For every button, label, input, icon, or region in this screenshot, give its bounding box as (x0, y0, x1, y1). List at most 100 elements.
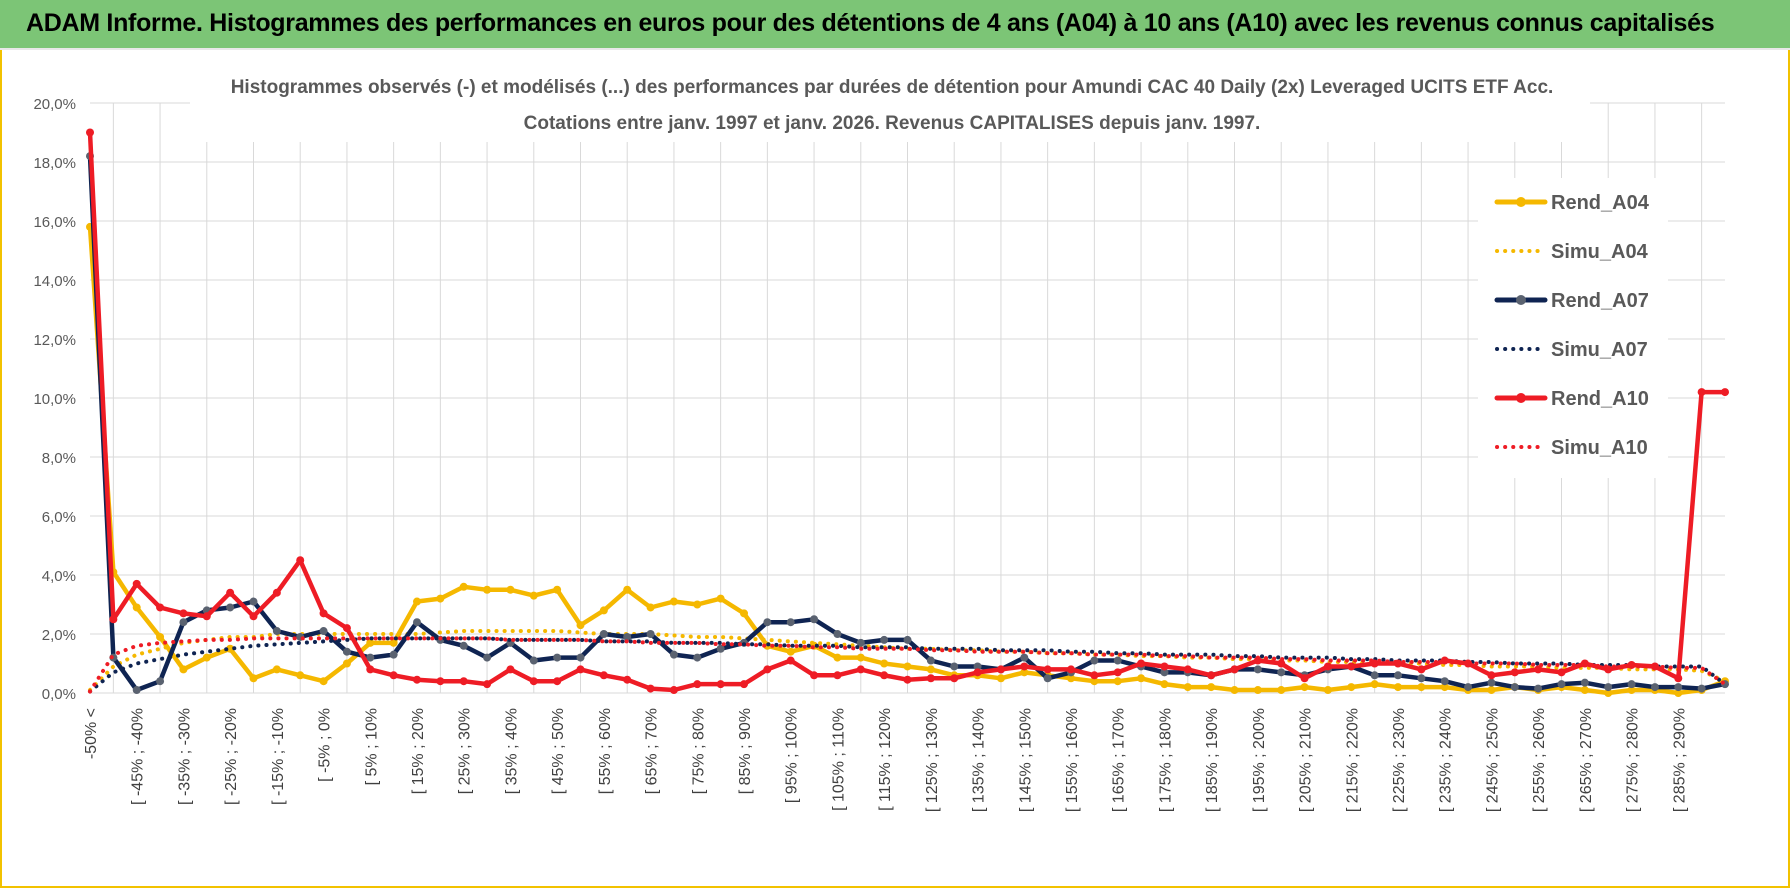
x-tick-label: [ -25% ; -20% (223, 708, 240, 805)
data-point (366, 638, 375, 647)
data-point (1253, 665, 1262, 674)
y-tick-label: 2,0% (42, 627, 76, 644)
data-point (1067, 674, 1075, 683)
x-tick-label: [ 185% ; 190% (1204, 708, 1221, 812)
x-tick-label: [ 165% ; 170% (1111, 708, 1128, 812)
legend-label: Simu_A10 (1551, 437, 1648, 459)
data-point (856, 665, 865, 674)
data-point (903, 662, 912, 671)
data-point (669, 686, 678, 695)
data-point (179, 665, 188, 674)
data-point (1580, 686, 1589, 695)
x-tick-label: [ 275% ; 280% (1625, 708, 1642, 812)
data-point (1137, 674, 1146, 683)
data-point (716, 644, 725, 653)
data-point (249, 597, 258, 606)
data-point (1487, 678, 1496, 687)
data-point (1113, 677, 1122, 686)
data-point (389, 671, 398, 680)
data-point (716, 594, 725, 603)
data-point (903, 675, 912, 684)
data-point (1207, 671, 1216, 680)
data-point (226, 588, 235, 597)
x-tick-label: -50% < (83, 708, 100, 759)
data-point (86, 128, 94, 137)
data-point (1417, 683, 1426, 692)
data-point (459, 677, 468, 686)
x-tick-label: [ 55% ; 60% (597, 708, 614, 794)
data-point (272, 665, 281, 674)
data-point (1277, 659, 1286, 668)
data-point (1557, 668, 1566, 677)
x-tick-label: [ 85% ; 90% (737, 708, 754, 794)
x-tick-label: [ 225% ; 230% (1391, 708, 1408, 812)
x-tick-label: [ 255% ; 260% (1531, 708, 1548, 812)
page-title: ADAM Informe. Histogrammes des performan… (26, 9, 1715, 37)
data-point (553, 677, 562, 686)
x-tick-label: [ 265% ; 270% (1578, 708, 1595, 812)
data-point (459, 641, 468, 650)
data-point (810, 615, 819, 624)
x-tick-label: [ 235% ; 240% (1438, 708, 1455, 812)
data-point (1394, 683, 1402, 692)
data-point (1627, 680, 1636, 689)
x-tick-label: [ 35% ; 40% (503, 708, 520, 794)
legend-label: Simu_A04 (1551, 241, 1649, 263)
x-tick-label: [ 155% ; 160% (1064, 708, 1081, 812)
data-point (1697, 388, 1706, 397)
data-point (1534, 684, 1543, 693)
data-point (856, 653, 865, 662)
data-point (623, 675, 632, 684)
data-point (1370, 680, 1379, 689)
data-point (413, 597, 421, 606)
data-point (1604, 689, 1613, 697)
data-point (179, 618, 188, 627)
series-group (86, 128, 1729, 697)
data-point (436, 594, 445, 603)
data-point (1510, 683, 1519, 692)
legend-background (1478, 178, 1668, 478)
data-point (763, 665, 772, 674)
y-tick-label: 10,0% (33, 391, 76, 408)
data-point (366, 665, 375, 674)
x-tick-label: [ 75% ; 80% (690, 708, 707, 794)
data-point (226, 603, 235, 612)
data-point (1253, 656, 1262, 665)
data-point (1160, 680, 1169, 689)
data-point (856, 638, 865, 647)
data-point (132, 579, 141, 588)
data-point (1253, 686, 1262, 695)
x-tick-label: [ 15% ; 20% (410, 708, 427, 794)
data-point (249, 674, 258, 683)
x-tick-label: [ -15% ; -10% (270, 708, 287, 805)
data-point (1487, 671, 1496, 680)
data-point (1160, 668, 1169, 677)
data-point (833, 671, 842, 680)
data-point (623, 632, 632, 641)
data-point (599, 671, 608, 680)
data-point (389, 650, 398, 659)
data-point (669, 650, 678, 659)
data-point (529, 677, 538, 686)
data-point (483, 653, 492, 662)
data-point (1347, 683, 1356, 692)
x-tick-label: [ -35% ; -30% (176, 708, 193, 805)
data-point (483, 585, 492, 594)
data-point (296, 556, 305, 565)
data-point (1183, 665, 1192, 674)
data-point (1417, 665, 1426, 674)
data-point (1557, 680, 1566, 689)
x-tick-label: [ 135% ; 140% (971, 708, 988, 812)
y-tick-label: 14,0% (33, 273, 76, 290)
data-point (599, 606, 608, 615)
data-point (786, 618, 795, 627)
legend-label: Rend_A04 (1551, 192, 1650, 214)
data-point (996, 674, 1005, 683)
data-point (179, 609, 188, 618)
data-point (1721, 388, 1729, 397)
data-point (109, 615, 118, 624)
data-point (646, 630, 655, 638)
legend-marker (1516, 197, 1526, 207)
y-tick-label: 4,0% (42, 568, 76, 585)
data-point (1067, 665, 1075, 674)
